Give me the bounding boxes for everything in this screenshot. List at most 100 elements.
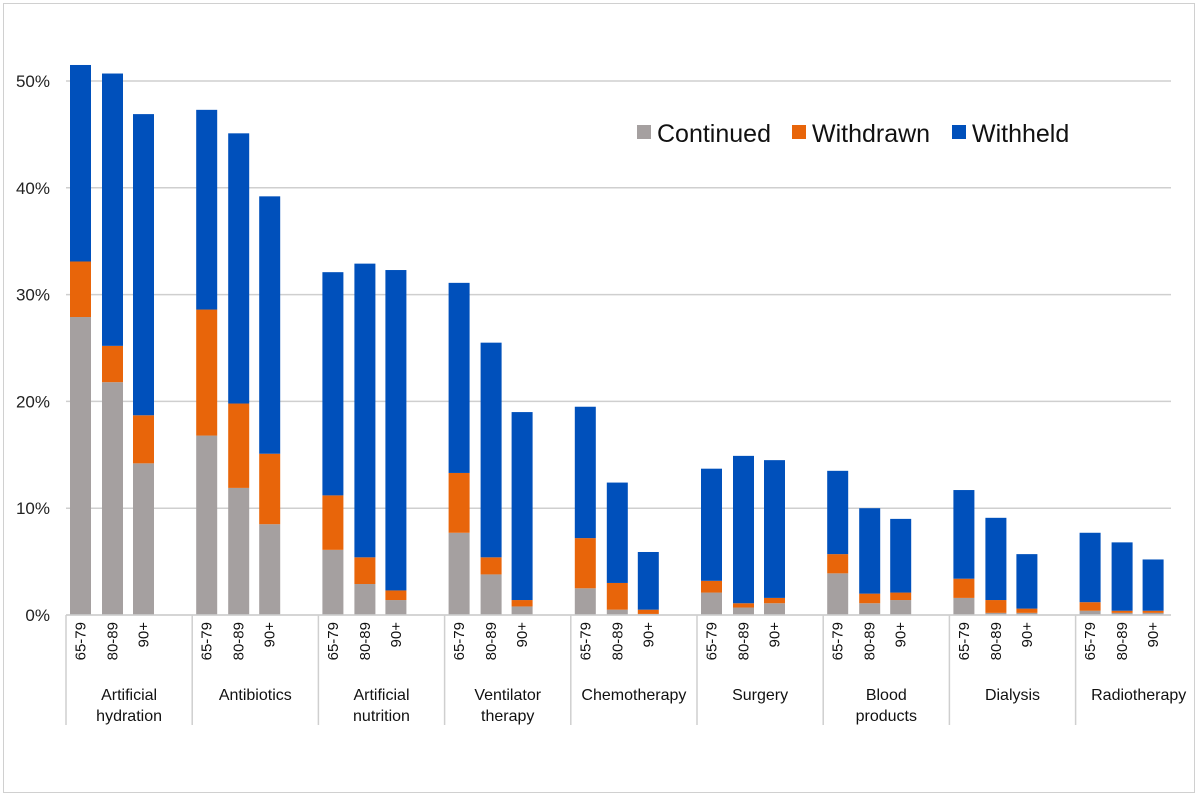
bar-withdrawn-surgery-80-89 — [733, 603, 754, 608]
category-label: Antibiotics — [219, 687, 292, 704]
bar-continued-radiotherapy-80-89 — [1111, 612, 1133, 615]
bar-withdrawn-artificial-nutrition-90+ — [385, 590, 407, 601]
age-group-label: 90+ — [767, 622, 784, 648]
bar-withheld-dialysis-90+ — [1016, 554, 1038, 609]
legend: Continued Withdrawn Withheld — [637, 120, 1069, 148]
category-label: Dialysis — [985, 687, 1040, 704]
bar-withheld-artificial-hydration-65-79 — [70, 64, 91, 262]
bar-continued-ventilator-therapy-90+ — [511, 606, 533, 615]
age-group-label: 80-89 — [609, 622, 626, 660]
bar-withdrawn-artificial-hydration-65-79 — [70, 261, 91, 318]
legend-label-withdrawn: Withdrawn — [812, 120, 930, 148]
bar-continued-dialysis-65-79 — [953, 597, 975, 615]
age-group-label: 65-79 — [1082, 622, 1099, 660]
age-group-label: 65-79 — [577, 622, 594, 660]
bar-withheld-artificial-nutrition-65-79 — [322, 272, 344, 496]
bar-withheld-artificial-nutrition-80-89 — [354, 263, 376, 558]
bar-withdrawn-antibiotics-80-89 — [228, 403, 250, 488]
bar-continued-surgery-90+ — [764, 603, 785, 615]
age-group-label: 80-89 — [357, 622, 374, 660]
bar-withheld-blood-products-90+ — [890, 518, 912, 593]
category-label: Ventilator — [474, 687, 541, 704]
bar-withdrawn-dialysis-80-89 — [985, 600, 1007, 613]
legend-swatch-withdrawn — [792, 125, 806, 139]
bar-withheld-radiotherapy-90+ — [1142, 559, 1164, 611]
age-group-label: 90+ — [640, 622, 657, 648]
y-tick-label: 50% — [16, 72, 50, 91]
category-label: Blood — [866, 687, 907, 704]
bar-withdrawn-radiotherapy-65-79 — [1079, 602, 1101, 611]
bar-withheld-chemotherapy-65-79 — [574, 406, 596, 539]
bar-continued-surgery-65-79 — [701, 592, 722, 615]
age-group-label: 65-79 — [704, 622, 721, 660]
legend-swatch-withheld — [952, 125, 966, 139]
bar-withheld-radiotherapy-65-79 — [1079, 532, 1101, 603]
bar-continued-surgery-80-89 — [733, 607, 754, 615]
bar-withdrawn-radiotherapy-80-89 — [1111, 610, 1133, 613]
category-label: Radiotherapy — [1091, 687, 1186, 704]
bar-continued-antibiotics-80-89 — [228, 487, 250, 615]
age-group-label: 90+ — [514, 622, 531, 648]
bar-withheld-ventilator-therapy-65-79 — [448, 282, 470, 473]
bar-withheld-blood-products-80-89 — [859, 508, 881, 594]
age-group-label: 90+ — [262, 622, 279, 648]
category-label: therapy — [481, 708, 534, 725]
bar-continued-chemotherapy-80-89 — [606, 609, 628, 615]
bar-continued-artificial-nutrition-65-79 — [322, 549, 344, 615]
bar-withheld-antibiotics-80-89 — [228, 133, 250, 404]
age-group-label: 65-79 — [325, 622, 342, 660]
y-tick-label: 30% — [16, 286, 50, 305]
age-group-label: 80-89 — [483, 622, 500, 660]
y-tick-label: 10% — [16, 499, 50, 518]
bar-withdrawn-dialysis-90+ — [1016, 608, 1038, 613]
bar-withheld-dialysis-65-79 — [953, 490, 975, 579]
age-group-label: 90+ — [1145, 622, 1162, 648]
age-group-label: 65-79 — [451, 622, 468, 660]
legend-swatch-continued — [637, 125, 651, 139]
bar-continued-artificial-hydration-80-89 — [102, 382, 123, 615]
category-label: nutrition — [353, 708, 410, 725]
bar-withheld-chemotherapy-80-89 — [606, 482, 628, 583]
y-axis: 0% 10% 20% 30% 40% 50% — [16, 72, 50, 625]
age-group-label: 65-79 — [830, 622, 847, 660]
bar-continued-dialysis-80-89 — [985, 612, 1007, 615]
category-label: products — [856, 708, 917, 725]
category-label: hydration — [96, 708, 162, 725]
bar-continued-ventilator-therapy-80-89 — [480, 574, 502, 615]
age-group-label: 80-89 — [862, 622, 879, 660]
bar-withheld-surgery-65-79 — [701, 468, 722, 581]
bar-withdrawn-blood-products-80-89 — [859, 593, 881, 604]
bar-withheld-dialysis-80-89 — [985, 517, 1007, 601]
category-label: Artificial — [101, 687, 157, 704]
bar-withdrawn-radiotherapy-90+ — [1142, 610, 1164, 613]
bar-continued-artificial-hydration-65-79 — [70, 317, 91, 615]
age-group-label: 65-79 — [73, 622, 90, 660]
age-group-label: 80-89 — [231, 622, 248, 660]
bar-continued-ventilator-therapy-65-79 — [448, 532, 470, 615]
bar-continued-chemotherapy-65-79 — [574, 588, 596, 615]
bar-withdrawn-blood-products-90+ — [890, 592, 912, 601]
bar-withdrawn-artificial-nutrition-80-89 — [354, 557, 376, 585]
legend-label-continued: Continued — [657, 120, 771, 148]
bar-withdrawn-artificial-hydration-80-89 — [102, 345, 123, 383]
bar-withdrawn-blood-products-65-79 — [827, 554, 849, 574]
bar-continued-antibiotics-90+ — [259, 524, 281, 615]
age-group-label: 65-79 — [199, 622, 216, 660]
bar-withdrawn-artificial-nutrition-65-79 — [322, 495, 344, 550]
bar-continued-blood-products-80-89 — [859, 603, 881, 615]
y-tick-label: 20% — [16, 392, 50, 411]
bar-withheld-blood-products-65-79 — [827, 470, 849, 555]
bars — [70, 64, 1164, 615]
bar-withdrawn-ventilator-therapy-80-89 — [480, 557, 502, 575]
bar-withheld-ventilator-therapy-90+ — [511, 412, 533, 601]
bar-withdrawn-chemotherapy-65-79 — [574, 538, 596, 589]
bar-withdrawn-ventilator-therapy-90+ — [511, 600, 533, 607]
age-group-label: 80-89 — [736, 622, 753, 660]
bar-withheld-radiotherapy-80-89 — [1111, 542, 1133, 611]
age-group-label: 65-79 — [956, 622, 973, 660]
bar-withheld-antibiotics-65-79 — [196, 109, 218, 310]
bar-withheld-antibiotics-90+ — [259, 196, 281, 454]
bar-continued-blood-products-65-79 — [827, 573, 849, 615]
age-group-label: 90+ — [136, 622, 153, 648]
